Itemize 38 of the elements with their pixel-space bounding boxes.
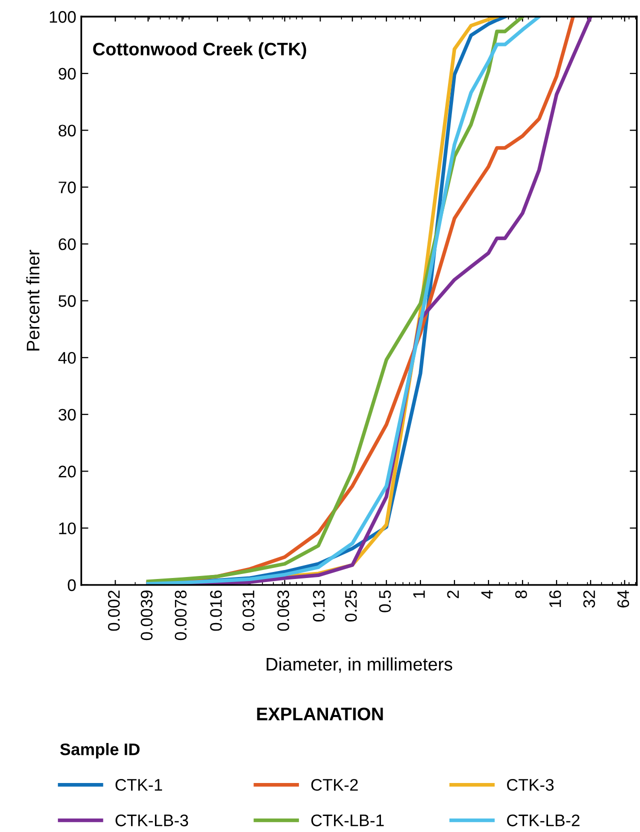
y-tick-label: 80 [58, 124, 76, 136]
legend-label: CTK-LB-1 [311, 814, 384, 826]
y-tick-label: 30 [58, 408, 76, 421]
y-tick-label: 0 [68, 579, 76, 592]
x-tick-label: 0.016 [210, 590, 222, 631]
x-tick-label: 0.0039 [140, 590, 153, 640]
x-tick-label: 64 [617, 590, 630, 608]
y-axis-title: Percent finer [26, 250, 40, 350]
y-tick-label: 100 [50, 11, 76, 23]
y-tick-label: 10 [59, 522, 76, 534]
text: EXPLANATION [257, 708, 383, 720]
x-tick-label: 32 [583, 590, 596, 608]
x-tick-label: 1 [413, 590, 425, 598]
y-tick-label: 70 [58, 182, 76, 194]
y-tick-label: 90 [58, 68, 76, 80]
legend-title: Sample ID [60, 743, 140, 759]
legend-label: CTK-LB-3 [116, 814, 188, 826]
y-tick-label: 40 [58, 352, 76, 364]
x-tick-label: 0.031 [242, 590, 254, 631]
x-tick-label: 0.5 [379, 590, 391, 612]
x-tick-label: 0.13 [312, 590, 325, 622]
x-axis-title: Diameter, in millimeters [266, 657, 452, 673]
y-tick-label: 20 [58, 466, 76, 478]
x-tick-label: 4 [481, 590, 493, 599]
legend-label: CTK-2 [311, 778, 358, 791]
x-tick-label: 8 [515, 590, 528, 598]
legend-label: CTK-1 [116, 778, 162, 791]
x-tick-label: 0.0078 [174, 590, 187, 640]
text: Cottonwood Creek (CTK) [93, 42, 306, 60]
x-tick-label: 0.063 [277, 590, 290, 631]
x-tick-label: 0.002 [108, 590, 120, 631]
y-tick-label: 50 [58, 295, 76, 307]
y-tick-label: 60 [58, 238, 76, 250]
legend-label: CTK-LB-2 [507, 814, 580, 826]
x-tick-label: 16 [549, 590, 562, 608]
legend-label: CTK-3 [507, 778, 554, 791]
x-tick-label: 2 [447, 590, 459, 598]
x-tick-label: 0.25 [345, 590, 357, 622]
